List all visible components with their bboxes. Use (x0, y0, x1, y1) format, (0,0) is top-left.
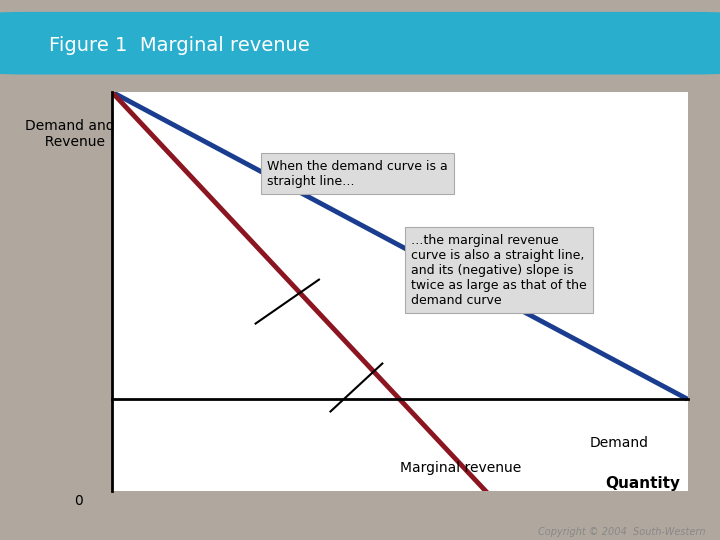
FancyBboxPatch shape (0, 12, 720, 75)
Text: Quantity: Quantity (606, 476, 680, 491)
Text: Marginal revenue: Marginal revenue (400, 461, 521, 475)
Text: Copyright © 2004  South-Western: Copyright © 2004 South-Western (538, 527, 706, 537)
Text: 0: 0 (74, 494, 83, 508)
Text: …the marginal revenue
curve is also a straight line,
and its (negative) slope is: …the marginal revenue curve is also a st… (411, 234, 587, 307)
Text: When the demand curve is a
straight line…: When the demand curve is a straight line… (267, 160, 448, 188)
Text: Demand: Demand (590, 436, 649, 450)
Text: Demand and
  Revenue: Demand and Revenue (25, 119, 114, 149)
Text: Figure 1  Marginal revenue: Figure 1 Marginal revenue (49, 36, 310, 56)
